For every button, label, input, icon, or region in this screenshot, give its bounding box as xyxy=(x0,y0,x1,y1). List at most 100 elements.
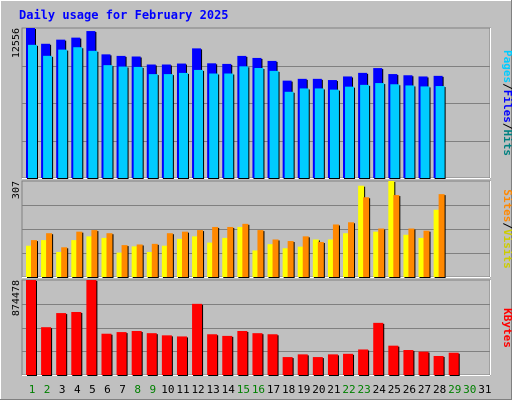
sites-bar-day-24-fill xyxy=(373,231,380,277)
files-bar-day-10 xyxy=(163,74,174,179)
hits-panel-axis-label: Pages/Files/Hits xyxy=(501,50,512,156)
files-bar-day-21 xyxy=(329,89,340,179)
files-bar-day-11-fill xyxy=(178,72,188,178)
files-bar-day-5 xyxy=(88,50,99,179)
visits-bar-day-18-fill xyxy=(287,241,294,277)
day-label-1: 1 xyxy=(29,383,36,396)
kbytes-bar-day-20-fill xyxy=(312,357,323,375)
kbytes-bar-day-21-fill xyxy=(327,354,338,375)
files-bar-day-22 xyxy=(345,86,356,179)
visits-bar-day-13 xyxy=(212,226,220,278)
sites-bar-day-16 xyxy=(252,250,260,278)
kbytes-bar-day-14 xyxy=(222,335,234,376)
sites-bar-day-27-fill xyxy=(418,237,425,277)
kbytes-bar-day-25-fill xyxy=(388,345,399,375)
kbytes-bar-day-8-fill xyxy=(131,331,142,375)
visits-bar-day-12-fill xyxy=(197,230,204,277)
kbytes-bar-day-23 xyxy=(358,349,370,376)
files-bar-day-2 xyxy=(43,55,54,179)
sites-bar-day-23 xyxy=(358,185,366,278)
day-label-9: 9 xyxy=(149,383,156,396)
visits-bar-day-9-fill xyxy=(151,243,158,277)
files-bar-day-9 xyxy=(148,74,159,179)
kbytes-bar-day-27-fill xyxy=(418,351,429,375)
visits-bar-day-27 xyxy=(423,230,431,278)
sites-bar-day-22 xyxy=(343,233,351,278)
sites-bar-day-28 xyxy=(433,209,441,278)
day-label-10: 10 xyxy=(161,383,174,396)
visits-bar-day-6 xyxy=(106,233,114,278)
files-bar-day-17-fill xyxy=(269,70,279,178)
visits-bar-day-25 xyxy=(393,195,401,278)
files-bar-day-20 xyxy=(314,88,325,179)
chart-title: Daily usage for February 2025 xyxy=(19,8,229,22)
day-label-30: 30 xyxy=(463,383,476,396)
sites-bar-day-14-fill xyxy=(222,237,229,277)
visits-panel-axis-label-visits: Visits xyxy=(501,229,512,269)
visits-bar-day-1-fill xyxy=(31,240,37,277)
day-label-23: 23 xyxy=(358,383,371,396)
files-bar-day-5-fill xyxy=(88,50,98,178)
files-bar-day-3 xyxy=(58,49,69,180)
visits-bar-day-4-fill xyxy=(76,231,83,277)
sites-bar-day-5 xyxy=(86,236,94,278)
day-label-21: 21 xyxy=(327,383,340,396)
kbytes-bar-day-1 xyxy=(26,280,37,376)
files-bar-day-14 xyxy=(224,73,235,179)
sites-bar-day-18 xyxy=(282,248,290,278)
visits-panel-max-label: 307 xyxy=(11,181,22,199)
day-label-15: 15 xyxy=(237,383,250,396)
visits-bar-day-4 xyxy=(76,231,84,278)
visits-bar-day-22-fill xyxy=(348,222,355,277)
kbytes-bar-day-15 xyxy=(237,331,249,376)
files-bar-day-15-fill xyxy=(239,66,249,178)
sites-bar-day-10 xyxy=(161,245,169,278)
kbytes-bar-day-13 xyxy=(207,334,219,376)
kbytes-bar-day-28 xyxy=(433,355,445,376)
kbytes-bar-day-10-fill xyxy=(161,335,172,375)
sites-bar-day-22-fill xyxy=(343,233,350,277)
kbytes-bar-day-12-fill xyxy=(192,303,203,375)
kbytes-bar-day-11 xyxy=(176,336,188,376)
kbytes-bar-day-29-fill xyxy=(448,352,459,375)
day-label-22: 22 xyxy=(342,383,355,396)
day-label-3: 3 xyxy=(59,383,66,396)
visits-bar-day-26 xyxy=(408,228,416,278)
files-bar-day-14-fill xyxy=(224,73,234,178)
visits-bar-day-23-fill xyxy=(363,197,370,277)
visits-bar-day-7-fill xyxy=(121,245,128,277)
sites-bar-day-26 xyxy=(403,234,411,278)
sites-bar-day-13 xyxy=(207,242,215,278)
kbytes-bar-day-27 xyxy=(418,351,430,376)
sites-bar-day-1-fill xyxy=(26,245,32,277)
visits-bar-day-22 xyxy=(348,222,356,278)
kbytes-bar-day-23-fill xyxy=(358,349,369,375)
sites-bar-day-2 xyxy=(41,240,49,278)
kbytes-bar-day-2-fill xyxy=(41,327,52,375)
sites-bar-day-16-fill xyxy=(252,250,259,277)
files-bar-day-25 xyxy=(390,84,401,179)
sites-bar-day-23-fill xyxy=(358,185,365,277)
sites-bar-day-20-fill xyxy=(312,239,319,277)
hits-panel-max-label: 12556 xyxy=(11,28,22,58)
day-label-4: 4 xyxy=(74,383,81,396)
visits-panel-axis-label: Sites/Visits xyxy=(501,189,512,269)
day-label-8: 8 xyxy=(134,383,141,396)
files-bar-day-8 xyxy=(133,66,144,179)
kbytes-bar-day-21 xyxy=(327,354,339,376)
sites-bar-day-25 xyxy=(388,181,396,278)
files-bar-day-27 xyxy=(420,86,431,179)
visits-panel-axis-label-sep-1: / xyxy=(501,222,512,229)
kbytes-bar-day-12 xyxy=(192,303,204,376)
sites-bar-day-5-fill xyxy=(86,236,93,277)
kbytes-bar-day-5-fill xyxy=(86,280,97,375)
kbytes-bar-day-26 xyxy=(403,350,415,376)
visits-bar-day-19-fill xyxy=(302,236,309,277)
kbytes-bar-day-7-fill xyxy=(116,332,127,375)
files-bar-day-9-fill xyxy=(148,74,158,178)
sites-bar-day-3 xyxy=(56,251,64,278)
kbytes-bar-day-2 xyxy=(41,327,53,376)
kbytes-bar-day-29 xyxy=(448,352,460,376)
